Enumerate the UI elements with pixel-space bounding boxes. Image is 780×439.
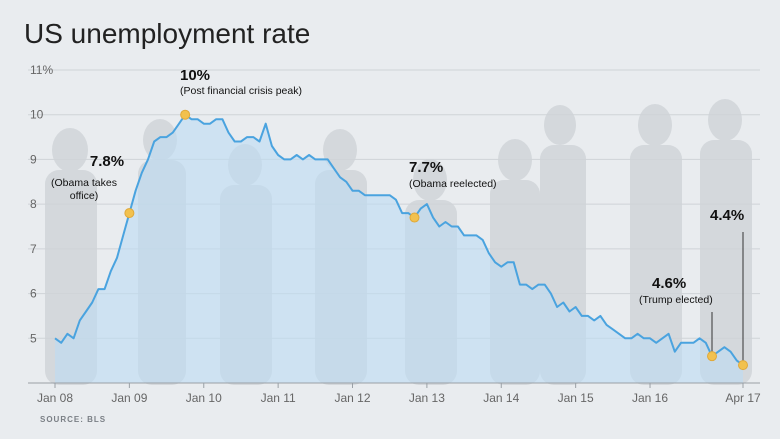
x-axis-ticks: Jan 08 Jan 09 Jan 10 Jan 11 Jan 12 Jan 13 Jan … <box>37 383 761 405</box>
annotation-marker <box>707 351 718 362</box>
y-tick-label: 10 <box>30 108 44 122</box>
y-tick-label: 8 <box>30 197 37 211</box>
x-tick-label: Jan 13 <box>409 391 445 405</box>
x-tick-label: Jan 15 <box>558 391 594 405</box>
annotation-value: 4.6% <box>652 275 686 292</box>
source-note: SOURCE: BLS <box>40 415 107 424</box>
x-tick-label: Jan 10 <box>186 391 222 405</box>
x-tick-label: Jan 09 <box>111 391 147 405</box>
annotation-value: 10% <box>180 67 210 84</box>
y-axis-ticks: 11% 10 9 8 7 6 5 <box>30 63 53 345</box>
y-tick-label: 9 <box>30 152 37 166</box>
annotation-value: 7.7% <box>409 159 443 176</box>
x-tick-label: Apr 17 <box>725 391 761 405</box>
annotation-value: 4.4% <box>710 207 744 224</box>
y-tick-label: 6 <box>30 287 37 301</box>
annotation-marker <box>409 212 420 223</box>
x-tick-label: Jan 12 <box>334 391 370 405</box>
annotation-value: 7.8% <box>90 153 124 170</box>
x-tick-label: Jan 11 <box>261 391 296 405</box>
x-tick-label: Jan 16 <box>632 391 668 405</box>
x-tick-label: Jan 08 <box>37 391 73 405</box>
annotation-label: (Trump elected) <box>639 294 713 306</box>
y-tick-label: 11% <box>30 63 53 77</box>
annotation-label: office) <box>70 190 98 202</box>
chart-title: US unemployment rate <box>24 18 311 49</box>
unemployment-line <box>54 113 744 366</box>
x-tick-label: Jan 14 <box>483 391 519 405</box>
unemployment-area <box>55 114 743 383</box>
annotation-label: (Obama takes <box>51 177 117 189</box>
annotation-label: (Post financial crisis peak) <box>180 85 302 97</box>
y-tick-label: 7 <box>30 242 37 256</box>
y-tick-label: 5 <box>30 331 37 345</box>
annotation-marker <box>180 109 191 120</box>
annotation-marker <box>738 360 748 371</box>
annotation-marker <box>124 208 135 219</box>
annotation-label: (Obama reelected) <box>409 178 497 190</box>
